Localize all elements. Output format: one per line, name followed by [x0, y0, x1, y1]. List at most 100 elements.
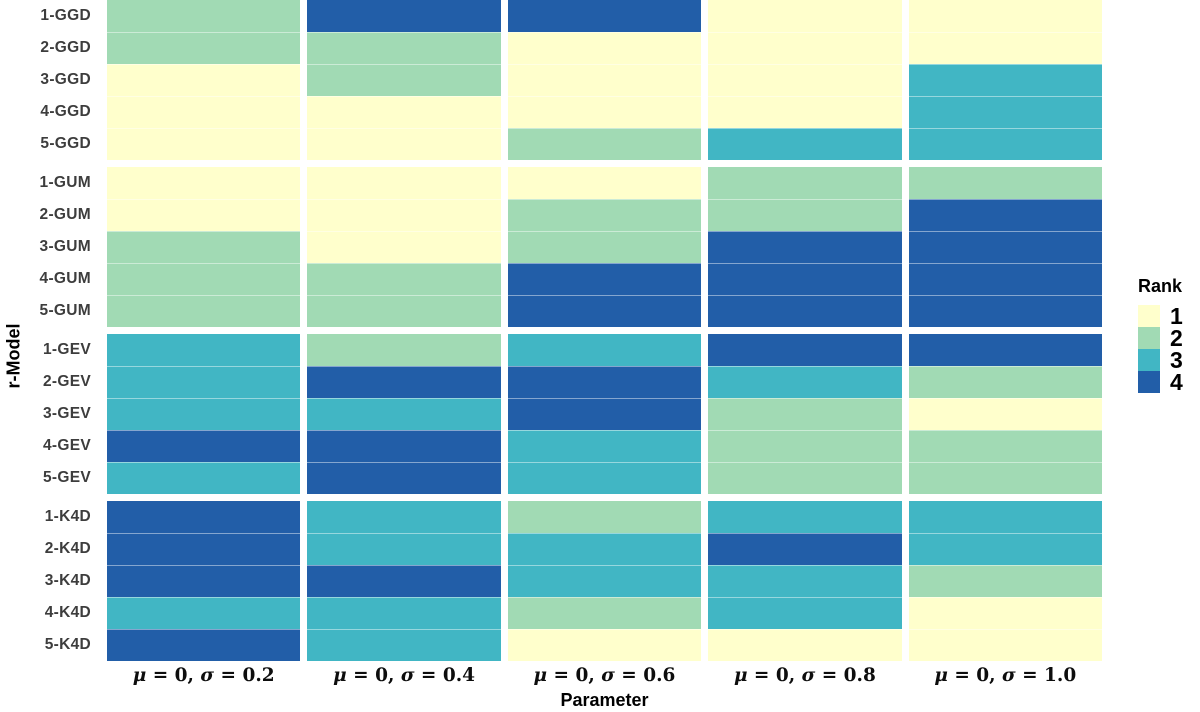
legend-swatch	[1138, 349, 1160, 371]
legend-item: 2	[1138, 325, 1183, 351]
heatmap-cell	[507, 32, 702, 64]
heatmap-cell	[307, 231, 501, 263]
x-tick-label: μ = 0, σ = 0.6	[533, 665, 676, 686]
legend-item: 4	[1138, 369, 1183, 395]
heatmap-cell	[908, 366, 1102, 398]
row-label: 1-GUM	[39, 174, 91, 191]
heatmap-cell	[708, 597, 902, 629]
row-label: 3-K4D	[44, 572, 91, 589]
heatmap-cell	[708, 64, 902, 96]
heatmap-cell	[307, 565, 501, 597]
heatmap-cell	[908, 64, 1102, 96]
x-axis-title: Parameter	[560, 690, 649, 710]
heatmap-cell	[908, 295, 1102, 327]
heatmap-cell	[307, 167, 501, 199]
heatmap-cell	[507, 462, 702, 494]
heatmap-cell	[507, 533, 702, 565]
heatmap-cell	[507, 128, 702, 160]
heatmap-cell	[307, 501, 501, 533]
heatmap-cell	[708, 96, 902, 128]
heatmap-cell	[307, 199, 501, 231]
row-label: 1-GEV	[42, 341, 91, 358]
legend-swatch	[1138, 371, 1160, 393]
row-label: 3-GUM	[39, 238, 91, 255]
heatmap-cell	[908, 167, 1102, 199]
row-label: 2-GEV	[42, 373, 91, 390]
heatmap-cell	[107, 565, 301, 597]
heatmap-cell	[307, 334, 501, 366]
legend-item: 3	[1138, 349, 1183, 372]
heatmap-cell	[908, 597, 1102, 629]
heatmap-cell	[107, 501, 301, 533]
heatmap-cell	[708, 430, 902, 462]
row-label: 4-GGD	[40, 103, 91, 120]
legend-title: Rank	[1138, 276, 1183, 296]
row-label: 3-GGD	[40, 71, 91, 88]
x-tick-label: μ = 0, σ = 0.2	[132, 665, 275, 686]
heatmap-cell	[307, 462, 501, 494]
heatmap-cell	[908, 629, 1102, 661]
heatmap-plot: 1-GGD 2-GGD 3-GGD 4-GGD 5-GGD 1-GUM 2-GUM 3-GUM…	[0, 0, 1102, 661]
heatmap-cell	[708, 565, 902, 597]
heatmap-cell	[708, 0, 902, 32]
heatmap-cell	[507, 96, 702, 128]
heatmap-cell	[908, 128, 1102, 160]
heatmap-cell	[107, 32, 301, 64]
heatmap-cell	[307, 597, 501, 629]
heatmap-cell	[708, 167, 902, 199]
heatmap-cell	[107, 629, 301, 661]
heatmap-cell	[307, 128, 501, 160]
legend-label: 1	[1170, 303, 1183, 329]
heatmap-cell	[908, 96, 1102, 128]
x-tick-label: μ = 0, σ = 1.0	[934, 665, 1077, 686]
heatmap-cell	[107, 295, 301, 327]
heatmap-cell	[307, 295, 501, 327]
heatmap-cell	[107, 199, 301, 231]
legend-swatch	[1138, 305, 1160, 327]
heatmap-cell	[107, 533, 301, 565]
heatmap-cell	[708, 533, 902, 565]
heatmap-cell	[908, 334, 1102, 366]
heatmap-cell	[507, 64, 702, 96]
heatmap-cell	[708, 295, 902, 327]
x-tick-label: μ = 0, σ = 0.8	[733, 665, 876, 686]
heatmap-cell	[507, 0, 702, 32]
heatmap-cell	[107, 366, 301, 398]
legend-label: 4	[1170, 369, 1183, 395]
heatmap-cell	[908, 231, 1102, 263]
row-label: 4-GEV	[42, 437, 91, 454]
heatmap-cell	[307, 64, 501, 96]
row-label: 4-K4D	[44, 604, 91, 621]
heatmap-cell	[507, 366, 702, 398]
heatmap-cell	[507, 231, 702, 263]
heatmap-cell	[908, 263, 1102, 295]
row-label: 2-GUM	[39, 206, 91, 223]
heatmap-cell	[107, 96, 301, 128]
row-label: 1-K4D	[44, 508, 91, 525]
heatmap-grid	[107, 0, 1102, 661]
heatmap-cell	[708, 462, 902, 494]
row-label-group: 1-GUM 2-GUM 3-GUM 4-GUM 5-GUM	[0, 167, 107, 327]
heatmap-cell	[307, 398, 501, 430]
row-label: 5-GGD	[40, 135, 91, 152]
heatmap-cell	[307, 96, 501, 128]
heatmap-cell	[708, 128, 902, 160]
x-tick-label: μ = 0, σ = 0.4	[333, 665, 476, 686]
row-label: 2-GGD	[40, 39, 91, 56]
heatmap-cell	[107, 334, 301, 366]
heatmap-row-group	[107, 334, 1102, 494]
row-label: 5-K4D	[44, 636, 91, 653]
heatmap-cell	[708, 334, 902, 366]
heatmap-cell	[507, 295, 702, 327]
heatmap-cell	[307, 533, 501, 565]
row-label: 1-GGD	[40, 7, 91, 24]
heatmap-cell	[307, 263, 501, 295]
row-label: 4-GUM	[39, 270, 91, 287]
heatmap-cell	[908, 199, 1102, 231]
heatmap-cell	[908, 462, 1102, 494]
heatmap-cell	[307, 629, 501, 661]
heatmap-cell	[307, 366, 501, 398]
legend-label: 2	[1170, 325, 1183, 351]
